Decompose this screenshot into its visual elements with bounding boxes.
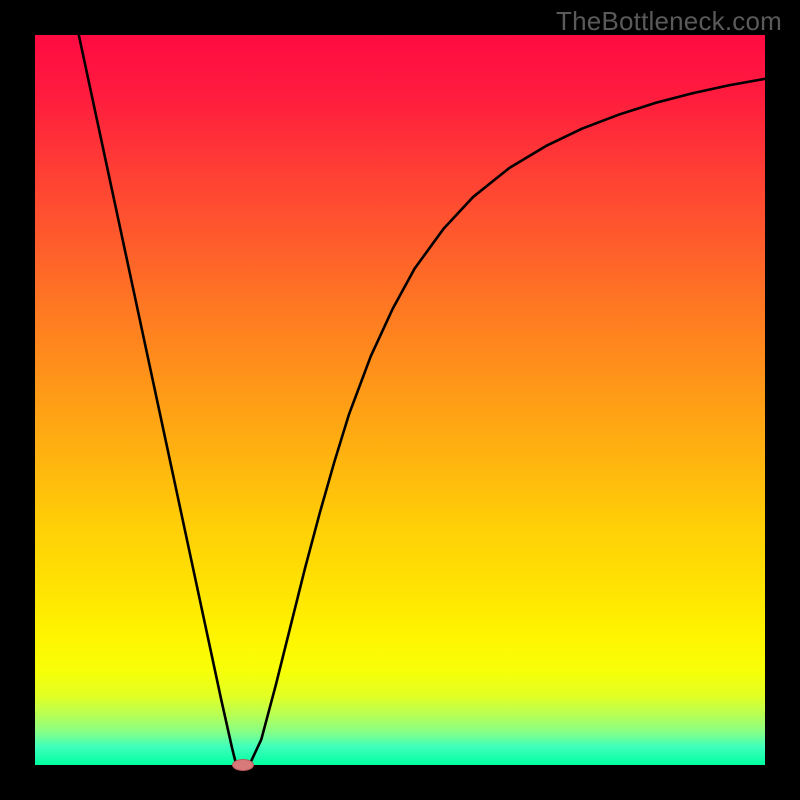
minimum-marker <box>232 759 254 771</box>
plot-area <box>35 35 765 765</box>
watermark-label: TheBottleneck.com <box>556 6 782 37</box>
plot-frame <box>35 35 765 765</box>
background-gradient <box>35 35 765 765</box>
